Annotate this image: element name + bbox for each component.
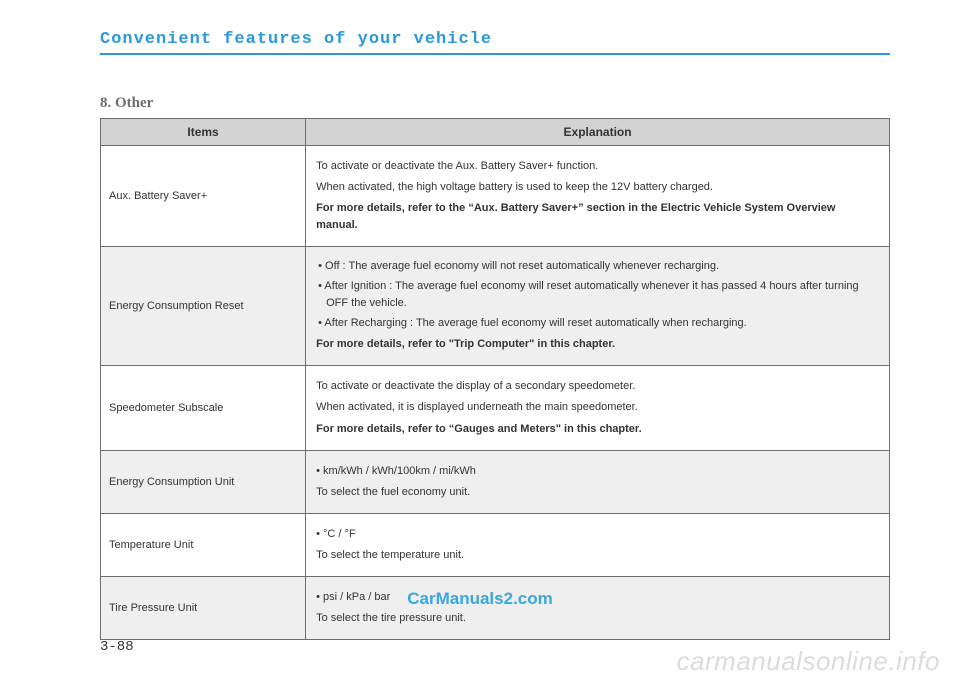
explanation-line: When activated, the high voltage battery… bbox=[316, 179, 879, 196]
explanation-line: For more details, refer to “Gauges and M… bbox=[316, 421, 879, 438]
table-row: Temperature Unit • °C / °F To select the t… bbox=[101, 513, 890, 576]
explanation-line: For more details, refer to "Trip Compute… bbox=[316, 336, 879, 353]
explanation-line: To select the tire pressure unit. bbox=[316, 610, 879, 627]
table-row: Aux. Battery Saver+ To activate or deacti… bbox=[101, 146, 890, 247]
chapter-title: Convenient features of your vehicle bbox=[100, 30, 890, 55]
explanation-line: • km/kWh / kWh/100km / mi/kWh bbox=[316, 463, 879, 480]
watermark-carmanualsonline: carmanualsonline.info bbox=[677, 646, 940, 677]
page-number: 3-88 bbox=[100, 639, 134, 655]
item-cell: Speedometer Subscale bbox=[101, 366, 306, 450]
explanation-line: When activated, it is displayed undernea… bbox=[316, 399, 879, 416]
explanation-line: • After Ignition : The average fuel econ… bbox=[316, 278, 879, 312]
explanation-line: To select the fuel economy unit. bbox=[316, 484, 879, 501]
table-row: Speedometer Subscale To activate or deact… bbox=[101, 366, 890, 450]
explanation-cell: To activate or deactivate the Aux. Batte… bbox=[306, 146, 890, 247]
item-cell: Aux. Battery Saver+ bbox=[101, 146, 306, 247]
explanation-line: To activate or deactivate the display of… bbox=[316, 378, 879, 395]
header-explanation: Explanation bbox=[306, 119, 890, 146]
explanation-line: To activate or deactivate the Aux. Batte… bbox=[316, 158, 879, 175]
item-cell: Energy Consumption Unit bbox=[101, 450, 306, 513]
explanation-cell: • km/kWh / kWh/100km / mi/kWh To select t… bbox=[306, 450, 890, 513]
table-row: Energy Consumption Reset • Off : The aver… bbox=[101, 247, 890, 366]
watermark-carmanuals2: CarManuals2.com bbox=[0, 589, 960, 609]
item-cell: Temperature Unit bbox=[101, 513, 306, 576]
section-title: 8. Other bbox=[100, 95, 890, 112]
settings-table: Items Explanation Aux. Battery Saver+ To … bbox=[100, 118, 890, 640]
explanation-line: • Off : The average fuel economy will no… bbox=[316, 258, 879, 275]
explanation-cell: • Off : The average fuel economy will no… bbox=[306, 247, 890, 366]
header-items: Items bbox=[101, 119, 306, 146]
explanation-line: To select the temperature unit. bbox=[316, 547, 879, 564]
table-header-row: Items Explanation bbox=[101, 119, 890, 146]
item-cell: Energy Consumption Reset bbox=[101, 247, 306, 366]
table-row: Energy Consumption Unit• km/kWh / kWh/10… bbox=[101, 450, 890, 513]
explanation-line: • °C / °F bbox=[316, 526, 879, 543]
explanation-cell: • °C / °F To select the temperature unit. bbox=[306, 513, 890, 576]
page: Convenient features of your vehicle 8. O… bbox=[0, 0, 960, 689]
explanation-line: • After Recharging : The average fuel ec… bbox=[316, 315, 879, 332]
explanation-cell: To activate or deactivate the display of… bbox=[306, 366, 890, 450]
explanation-line: For more details, refer to the “Aux. Bat… bbox=[316, 200, 879, 234]
